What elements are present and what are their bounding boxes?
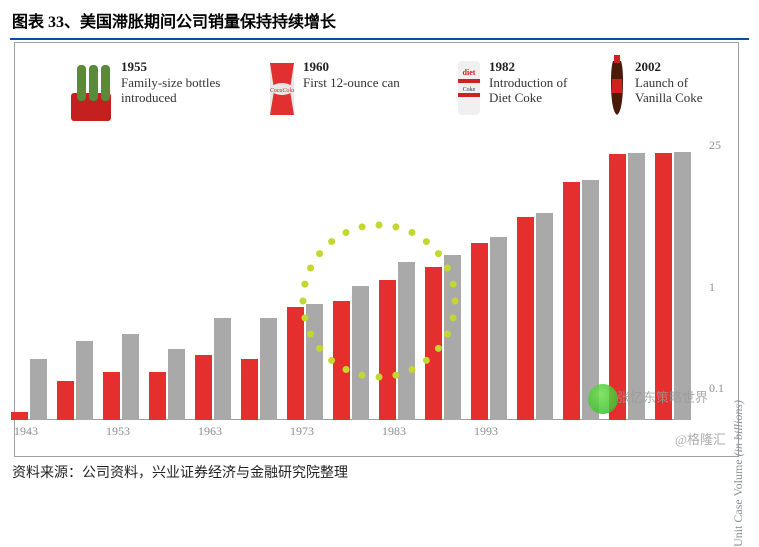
bar-gray-0 [30, 359, 47, 420]
y-axis-title: Unit Case Volume (in billions) [731, 400, 746, 547]
svg-text:diet: diet [463, 68, 476, 77]
bar-gray-2 [122, 334, 139, 420]
svg-text:Coke: Coke [463, 87, 476, 93]
milestone-icon-3 [605, 53, 629, 117]
bar-red-0 [11, 412, 28, 420]
chart-area [25, 146, 691, 420]
figure-box: 1955Family-size bottlesintroduced CocaCol… [14, 42, 739, 457]
bar-gray-4 [214, 318, 231, 420]
bar-red-8 [379, 280, 396, 420]
y-tick-25: 25 [709, 138, 721, 153]
bar-red-9 [425, 267, 442, 420]
bar-gray-9 [444, 255, 461, 420]
bar-red-3 [149, 372, 166, 420]
milestone-icon-0 [67, 61, 115, 123]
bar-gray-14 [674, 152, 691, 420]
milestone-icon-2: diet Coke [456, 59, 482, 117]
bar-gray-7 [352, 286, 369, 420]
bar-gray-5 [260, 318, 277, 420]
bar-red-5 [241, 359, 258, 420]
x-tick-1993: 1993 [474, 424, 498, 439]
bar-gray-8 [398, 262, 415, 420]
watermark-text: @格隆汇 [675, 429, 726, 448]
bar-red-7 [333, 301, 350, 420]
bar-red-2 [103, 372, 120, 420]
x-tick-1983: 1983 [382, 424, 406, 439]
milestone-text-3: 2002Launch ofVanilla Coke [635, 59, 703, 106]
bar-red-11 [517, 217, 534, 420]
milestone-text-2: 1982Introduction ofDiet Coke [489, 59, 567, 106]
bar-gray-11 [536, 213, 553, 420]
x-tick-1973: 1973 [290, 424, 314, 439]
bar-red-14 [655, 153, 672, 420]
bar-gray-12 [582, 180, 599, 420]
svg-text:CocaCola: CocaCola [270, 88, 294, 94]
bar-gray-3 [168, 349, 185, 420]
bar-red-6 [287, 307, 304, 420]
source-line: 资料来源：公司资料，兴业证券经济与金融研究院整理 [12, 462, 348, 482]
chart-title: 图表 33、美国滞胀期间公司销量保持持续增长 [0, 0, 759, 38]
y-tick-1: 1 [709, 280, 715, 295]
x-tick-1953: 1953 [106, 424, 130, 439]
x-tick-1943: 1943 [14, 424, 38, 439]
wechat-label: 张忆东策略世界 [617, 387, 708, 406]
bar-red-13 [609, 154, 626, 420]
title-divider [10, 38, 749, 40]
bar-gray-1 [76, 341, 93, 420]
wechat-icon [588, 384, 618, 414]
bar-gray-13 [628, 153, 645, 420]
milestone-text-1: 1960First 12-ounce can [303, 59, 400, 90]
x-tick-1963: 1963 [198, 424, 222, 439]
y-tick-0.1: 0.1 [709, 381, 724, 396]
milestone-icon-1: CocaCola [268, 61, 296, 117]
bar-red-10 [471, 243, 488, 420]
milestone-text-0: 1955Family-size bottlesintroduced [121, 59, 220, 106]
bar-gray-10 [490, 237, 507, 420]
bar-gray-6 [306, 304, 323, 420]
bar-red-12 [563, 182, 580, 420]
bar-red-1 [57, 381, 74, 420]
bar-red-4 [195, 355, 212, 420]
